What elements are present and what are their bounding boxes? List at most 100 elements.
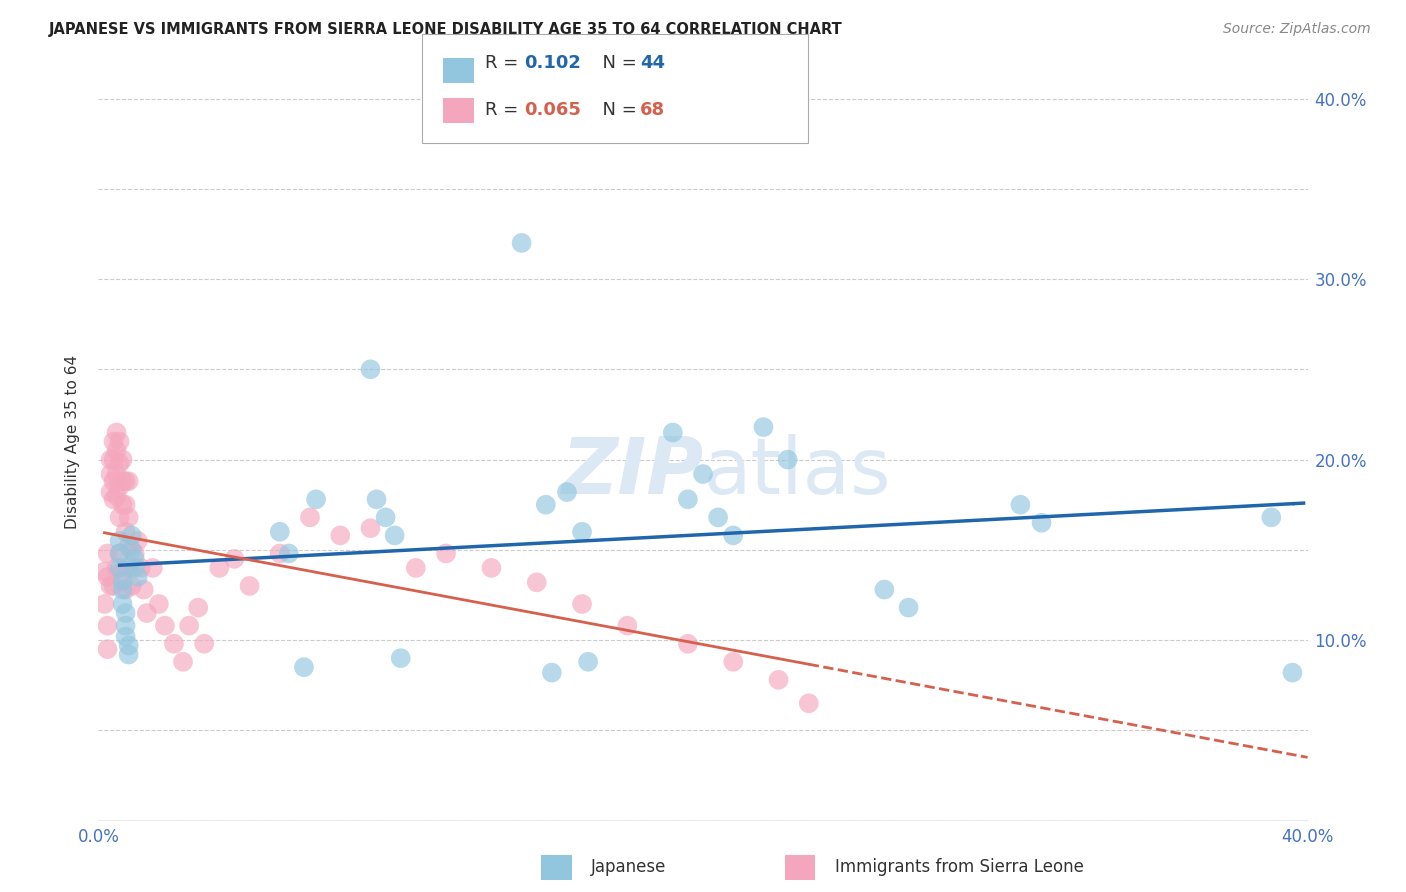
Point [100,579,122,593]
Point [111,452,134,467]
Point [121,528,143,542]
Point [142,561,165,575]
Text: 0.065: 0.065 [524,102,581,120]
Point [723,655,745,669]
Point [114,498,136,512]
Text: R =: R = [485,102,524,120]
Point [692,467,714,481]
Text: JAPANESE VS IMMIGRANTS FROM SIERRA LEONE DISABILITY AGE 35 TO 64 CORRELATION CHA: JAPANESE VS IMMIGRANTS FROM SIERRA LEONE… [49,22,844,37]
Point [269,524,291,539]
Point [305,492,328,507]
Point [776,452,799,467]
Point [366,492,388,507]
Point [124,546,146,560]
Text: atlas: atlas [703,434,890,510]
Point [96,546,118,560]
Point [434,546,457,560]
Point [132,582,155,597]
Point [108,546,131,560]
Point [108,561,131,575]
Point [105,425,128,440]
Point [103,579,125,593]
Point [103,434,125,449]
Point [108,510,131,524]
Point [118,475,141,489]
Text: N =: N = [591,54,643,72]
Point [571,597,593,611]
Point [105,467,128,481]
Point [121,579,143,593]
Point [127,570,149,584]
Point [111,498,134,512]
Point [1010,498,1032,512]
Point [114,475,136,489]
Point [153,618,176,632]
Point [389,651,412,665]
Point [100,467,122,481]
Point [179,618,201,632]
Point [93,597,115,611]
Point [105,443,128,458]
Point [127,533,149,548]
Point [111,475,134,489]
Point [540,665,562,680]
Point [360,362,382,376]
Point [108,434,131,449]
Text: 0.102: 0.102 [524,54,581,72]
Point [100,452,122,467]
Y-axis label: Disability Age 35 to 64: Disability Age 35 to 64 [65,354,80,529]
Point [124,552,146,566]
Point [111,597,134,611]
Point [661,425,683,440]
Point [103,452,125,467]
Point [118,561,141,575]
Point [571,524,593,539]
Point [405,561,427,575]
Point [118,648,141,662]
Point [481,561,503,575]
Point [114,618,136,632]
Point [135,606,157,620]
Point [118,539,141,553]
Point [873,582,896,597]
Point [105,489,128,503]
Point [148,597,170,611]
Text: ZIP: ZIP [561,434,703,510]
Point [707,510,730,524]
Point [96,570,118,584]
Point [616,618,638,632]
Point [124,561,146,575]
Point [105,561,128,575]
Point [208,561,231,575]
Point [114,606,136,620]
Point [114,630,136,644]
Text: R =: R = [485,54,524,72]
Point [187,600,209,615]
Point [129,561,152,575]
Point [114,524,136,539]
Point [114,582,136,597]
Point [576,655,599,669]
Point [111,574,134,588]
Point [96,618,118,632]
Point [299,510,322,524]
Point [676,637,699,651]
Point [239,579,262,593]
Point [1031,516,1053,530]
Point [193,637,215,651]
Point [224,552,246,566]
Point [384,528,406,542]
Point [100,485,122,500]
Point [526,575,548,590]
Point [768,673,790,687]
Text: 68: 68 [640,102,665,120]
Point [555,485,578,500]
Point [111,582,134,597]
Point [108,546,131,560]
Point [93,565,115,579]
Point [103,492,125,507]
Point [534,498,557,512]
Point [897,600,920,615]
Point [723,528,745,542]
Point [121,542,143,557]
